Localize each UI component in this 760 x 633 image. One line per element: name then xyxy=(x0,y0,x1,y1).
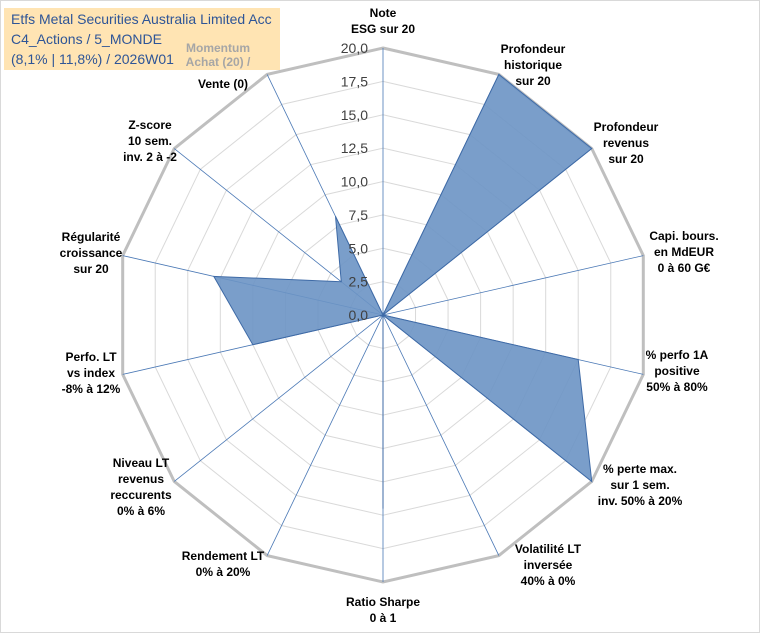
axis-label-8-line-0: Rendement LT xyxy=(182,549,265,563)
axis-label-13-line-0: Vente (0) xyxy=(198,77,248,91)
axis-label-5-line-2: inv. 50% à 20% xyxy=(598,494,683,508)
tick-label-7: 17,5 xyxy=(341,73,368,89)
axis-label-9-line-2: reccurents xyxy=(110,488,172,502)
axis-label-9-line-0: Niveau LT xyxy=(113,456,170,470)
spoke-3 xyxy=(382,255,644,316)
axis-label-8-line-1: 0% à 20% xyxy=(196,565,251,579)
axis-label-3-line-1: en MdEUR xyxy=(654,245,714,259)
axis-label-12-line-2: inv. 2 à -2 xyxy=(123,150,177,164)
axis-label-3: Capi. bours. en MdEUR 0 à 60 G€ xyxy=(649,229,718,275)
axis-label-2-line-2: sur 20 xyxy=(608,152,644,166)
axis-label-2-line-0: Profondeur xyxy=(594,120,659,134)
chart-title-line-3: (8,1% | 11,8%) / 2026W01 xyxy=(11,51,174,67)
tick-label-2: 5,0 xyxy=(349,240,369,256)
chart-title-line-2: C4_Actions / 5_MONDE xyxy=(11,31,162,47)
axis-label-4-line-1: positive xyxy=(654,364,700,378)
axis-label-6-line-0: Volatilité LT xyxy=(515,542,582,556)
axis-label-5-line-0: % perte max. xyxy=(603,462,677,476)
tick-label-5: 12,5 xyxy=(341,140,368,156)
tick-label-8: 20,0 xyxy=(341,40,368,56)
radar-series xyxy=(212,73,593,509)
axis-label-10-line-0: Perfo. LT xyxy=(65,350,117,364)
spoke-9 xyxy=(174,314,384,482)
axis-label-10-line-1: vs index xyxy=(67,366,115,380)
axis-label-1-line-0: Profondeur xyxy=(501,42,566,56)
axis-label-9-line-1: revenus xyxy=(118,472,164,486)
axis-label-1-line-2: sur 20 xyxy=(515,74,551,88)
axis-label-5: % perte max. sur 1 sem. inv. 50% à 20% xyxy=(598,462,683,508)
axis-label-12: Z-score 10 sem. inv. 2 à -2 xyxy=(123,118,177,164)
momentum-label-line-2: Achat (20) / xyxy=(185,55,251,69)
series-area xyxy=(212,73,593,509)
axis-label-2: Profondeur revenus sur 20 xyxy=(594,120,659,166)
axis-label-0-line-0: Note xyxy=(370,6,397,20)
axis-label-11-line-0: Régularité xyxy=(62,230,121,244)
axis-label-9-line-3: 0% à 6% xyxy=(117,504,165,518)
tick-label-1: 2,5 xyxy=(349,274,369,290)
axis-labels: Note ESG sur 20 Profondeur historique sur 20… xyxy=(60,6,719,625)
axis-label-4: % perfo 1A positive 50% à 80% xyxy=(646,348,709,394)
spoke-6 xyxy=(382,314,500,556)
axis-label-9: Niveau LT revenus reccurents 0% à 6% xyxy=(110,456,172,518)
axis-label-10: Perfo. LT vs index -8% à 12% xyxy=(62,350,121,396)
axis-label-4-line-2: 50% à 80% xyxy=(646,380,708,394)
tick-label-3: 7,5 xyxy=(349,207,369,223)
tick-labels: 0,0 2,5 5,0 7,5 10,0 12,5 15,0 17,5 20,0 xyxy=(341,40,368,323)
axis-label-5-line-1: sur 1 sem. xyxy=(610,478,669,492)
tick-label-6: 15,0 xyxy=(341,107,368,123)
axis-label-3-line-2: 0 à 60 G€ xyxy=(658,261,711,275)
axis-label-1: Profondeur historique sur 20 xyxy=(501,42,566,88)
axis-label-3-line-0: Capi. bours. xyxy=(649,229,718,243)
momentum-label: Momentum Achat (20) / xyxy=(168,41,268,69)
axis-label-7-line-1: 0 à 1 xyxy=(370,611,397,625)
axis-label-7: Ratio Sharpe 0 à 1 xyxy=(346,595,420,625)
axis-label-1-line-1: historique xyxy=(504,58,562,72)
axis-label-6-line-2: 40% à 0% xyxy=(521,574,576,588)
axis-label-6: Volatilité LT inversée 40% à 0% xyxy=(515,542,582,588)
axis-label-12-line-1: 10 sem. xyxy=(128,134,172,148)
chart-title-line-1: Etfs Metal Securities Australia Limited … xyxy=(11,11,272,27)
axis-label-11-line-1: croissance xyxy=(60,246,123,260)
momentum-label-line-1: Momentum xyxy=(186,41,250,55)
axis-label-11: Régularité croissance sur 20 xyxy=(60,230,123,276)
axis-label-8: Rendement LT 0% à 20% xyxy=(182,549,265,579)
spoke-8 xyxy=(266,314,384,556)
tick-label-4: 10,0 xyxy=(341,174,368,190)
axis-label-2-line-1: revenus xyxy=(603,136,649,150)
axis-label-7-line-0: Ratio Sharpe xyxy=(346,595,420,609)
chart-title-box: Etfs Metal Securities Australia Limited … xyxy=(4,8,280,70)
axis-label-13: Vente (0) xyxy=(198,77,248,91)
axis-label-0-line-1: ESG sur 20 xyxy=(351,22,415,36)
axis-label-11-line-2: sur 20 xyxy=(73,262,109,276)
axis-label-0: Note ESG sur 20 xyxy=(351,6,415,36)
axis-label-12-line-0: Z-score xyxy=(128,118,172,132)
axis-label-4-line-0: % perfo 1A xyxy=(646,348,709,362)
axis-label-6-line-1: inversée xyxy=(524,558,573,572)
axis-label-10-line-2: -8% à 12% xyxy=(62,382,121,396)
tick-label-0: 0,0 xyxy=(349,307,369,323)
